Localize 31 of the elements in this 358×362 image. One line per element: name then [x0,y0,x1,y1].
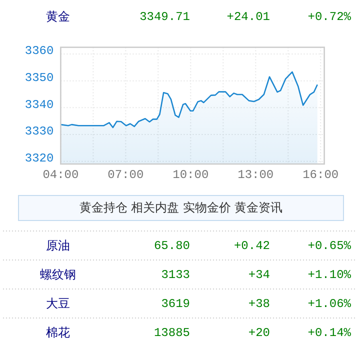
text: +0.65% [308,239,352,254]
text: 3619 [161,297,190,312]
text: +0.14% [308,326,352,340]
text: +20 [248,326,270,340]
text: +0.72% [308,10,352,24]
text: 螺纹钢 [40,267,76,282]
text: +0.42 [234,239,270,254]
x-tick-label: 13:00 [238,168,274,182]
x-tick-label: 04:00 [42,168,79,182]
text: 3133 [161,268,190,282]
text: 65.80 [154,239,190,254]
x-tick-label: 10:00 [172,168,209,182]
y-tick-label: 3320 [24,151,54,166]
text: 黄金 [46,9,70,24]
text: +38 [248,297,270,312]
y-tick-label: 3340 [24,98,54,112]
text: 3349.71 [140,10,190,24]
y-tick-label: 3350 [24,71,54,86]
text: +24.01 [226,10,270,24]
text: 13885 [154,326,190,340]
text: +34 [248,268,270,282]
y-tick-label: 3360 [24,44,54,58]
text: +1.10% [308,268,352,282]
y-tick-label: 3330 [24,124,54,139]
x-tick-label: 16:00 [302,168,339,182]
text: +1.06% [308,297,352,312]
text: 黄金持仓 相关内盘 实物金价 黄金资讯 [79,200,283,214]
text: 大豆 [46,296,70,310]
x-tick-label: 07:00 [108,168,144,182]
text: 棉花 [46,325,70,340]
text: 原油 [46,238,70,252]
